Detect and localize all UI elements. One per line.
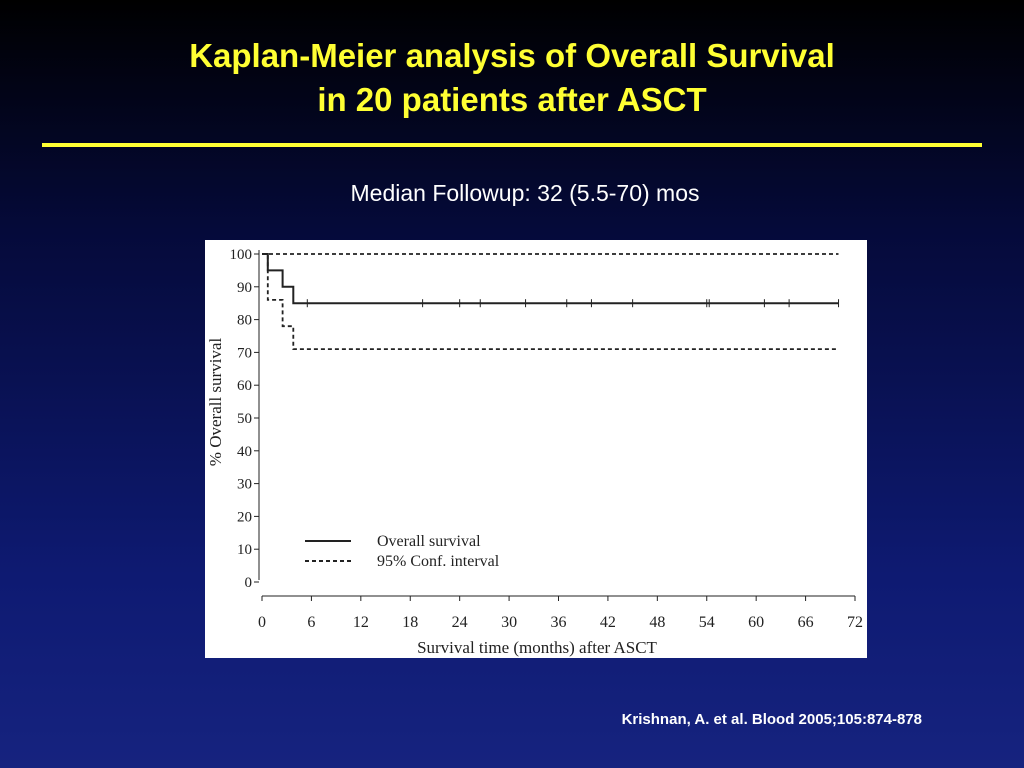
y-tick-label: 70 (237, 345, 252, 361)
y-tick-label: 100 (230, 247, 253, 263)
x-tick-label: 48 (649, 614, 665, 631)
x-tick-label: 6 (307, 614, 315, 631)
x-tick-label: 0 (258, 614, 266, 631)
x-tick-label: 54 (699, 614, 715, 631)
y-tick-label: 0 (245, 575, 253, 591)
slide-subtitle: Median Followup: 32 (5.5-70) mos (350, 180, 700, 206)
x-tick-label: 42 (600, 614, 616, 631)
chart-legend: Overall survival 95% Conf. interval (305, 533, 500, 570)
y-axis-label: % Overall survival (206, 338, 225, 467)
y-tick-label: 90 (237, 280, 252, 296)
y-tick-label: 10 (237, 542, 252, 558)
x-tick-label: 72 (847, 614, 863, 631)
slide-title-line-1: Kaplan-Meier analysis of Overall Surviva… (189, 37, 835, 74)
x-tick-label: 24 (452, 614, 468, 631)
kaplan-meier-chart: 0 10 20 30 40 50 60 70 80 90 100 0 6 12 18 24 30 36 42 48 54… (206, 247, 864, 657)
survival-chart-panel: 0 10 20 30 40 50 60 70 80 90 100 0 6 12 18 24 30 36 42 48 54… (205, 240, 867, 658)
ci-lower-line (262, 253, 839, 350)
y-tick-label: 20 (237, 509, 252, 525)
title-underline (42, 143, 982, 147)
x-tick-label: 12 (353, 614, 369, 631)
slide-title-line-2: in 20 patients after ASCT (317, 81, 707, 118)
legend-label: Overall survival (377, 533, 481, 550)
legend-label: 95% Conf. interval (377, 553, 500, 570)
series-layer (262, 253, 840, 350)
x-tick-label: 18 (402, 614, 418, 631)
y-tick-label: 60 (237, 378, 252, 394)
x-tick-label: 60 (748, 614, 764, 631)
axes-layer (258, 250, 855, 597)
slide-title: Kaplan-Meier analysis of Overall Surviva… (0, 34, 1024, 122)
x-axis-label: Survival time (months) after ASCT (417, 638, 657, 657)
x-tick-label: 36 (551, 614, 567, 631)
ticks-layer: 0 10 20 30 40 50 60 70 80 90 100 0 6 12 18 24 30 36 42 48 54… (230, 247, 864, 631)
y-tick-label: 30 (237, 477, 252, 493)
y-tick-label: 40 (237, 444, 252, 460)
y-tick-label: 50 (237, 411, 252, 427)
y-tick-label: 80 (237, 313, 252, 329)
citation: Krishnan, A. et al. Blood 2005;105:874-8… (621, 711, 922, 728)
overall-survival-line (262, 253, 839, 305)
x-tick-label: 30 (501, 614, 517, 631)
x-tick-label: 66 (798, 614, 814, 631)
